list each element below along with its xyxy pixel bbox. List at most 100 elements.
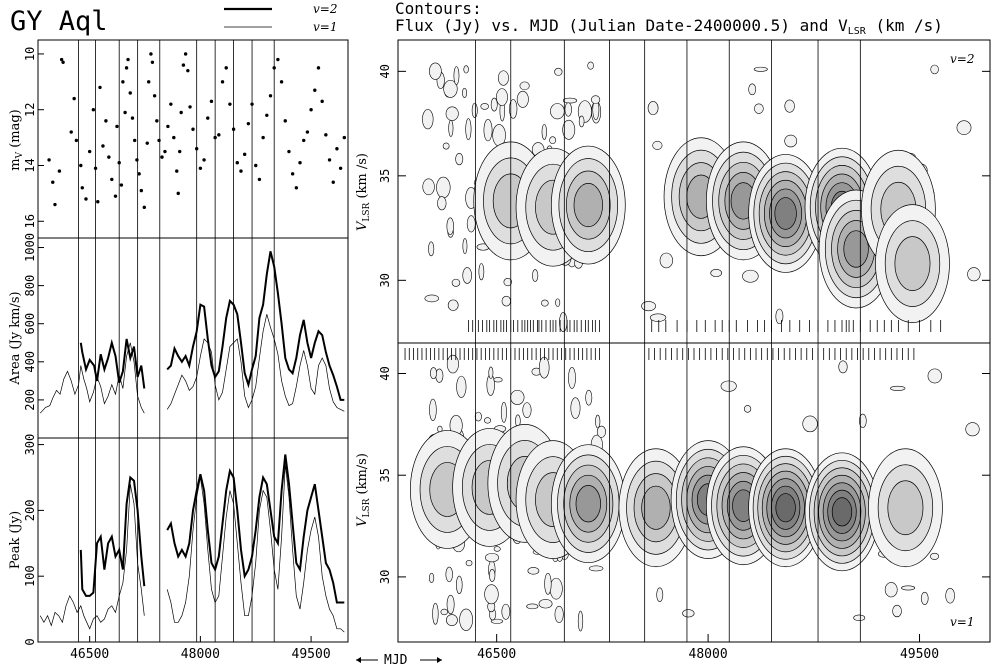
- legend-v2-label: v=2: [313, 2, 337, 16]
- contour-v2-speckle: [446, 217, 454, 235]
- contour-v2-speckle: [424, 294, 440, 303]
- magnitude-point: [178, 149, 182, 154]
- area-series-v2: [79, 338, 146, 389]
- magnitude-point: [128, 91, 132, 95]
- contour-v2-speckle: [462, 267, 473, 284]
- contour-v1-speckle: [965, 422, 980, 437]
- magnitude-point: [93, 166, 98, 170]
- contour-v2-speckle: [591, 95, 601, 104]
- contour-v2-speckle: [422, 109, 434, 130]
- contour-v2-speckle: [784, 134, 798, 148]
- contour-v1-speckle: [446, 594, 455, 615]
- contour-v1-speckle: [920, 591, 929, 605]
- contour-v1-speckle: [595, 414, 601, 429]
- contour-v2-speckle: [562, 97, 578, 104]
- magnitude-point: [149, 52, 153, 56]
- contour-v1-speckle: [428, 572, 435, 583]
- contour-v2-speckle: [532, 269, 539, 282]
- magnitude-point: [110, 177, 114, 182]
- contour-v1-speckle: [446, 614, 458, 627]
- contour-v2-speckle: [455, 153, 464, 166]
- contour-v2-speckle: [436, 176, 451, 199]
- area-panel-frame: [37, 237, 349, 439]
- contour-v2-speckle: [447, 299, 459, 311]
- magnitude-point: [276, 57, 280, 62]
- magnitude-point: [91, 108, 96, 112]
- contour-v1-frame: [397, 342, 991, 643]
- contour-v1-speckle: [435, 368, 444, 383]
- contour-v1-body: [409, 354, 980, 632]
- contour-v2-speckle: [550, 103, 565, 120]
- magnitude-point: [137, 172, 141, 176]
- legend: v=2 v=1: [224, 2, 337, 34]
- contour-v2-speckle: [516, 90, 529, 108]
- contour-v1-speckle: [720, 380, 737, 392]
- magnitude-point: [191, 127, 195, 131]
- left-xtick-label: 48000: [181, 647, 220, 662]
- contour-v2-body: [422, 61, 981, 332]
- magnitude-point: [327, 158, 332, 162]
- contour-v1-contour-ring: [887, 480, 924, 536]
- magnitude-point: [61, 60, 65, 65]
- magnitude-point: [96, 200, 100, 204]
- contour-v1-speckle: [596, 425, 606, 438]
- contours-subtitle-sub: LSR: [848, 26, 867, 37]
- magnitude-point: [235, 161, 239, 165]
- contour-v1-panel: [404, 343, 980, 642]
- contour-v2-speckle: [429, 62, 442, 80]
- area-ytick-label: 1000: [23, 233, 37, 262]
- contour-v2-speckle: [549, 136, 557, 145]
- contour-v1-speckle: [488, 366, 494, 379]
- contour-v1-speckle: [538, 356, 550, 379]
- magnitude-point: [279, 80, 284, 84]
- magnitude-point: [87, 149, 92, 154]
- magnitude-point: [209, 99, 214, 104]
- contour-v1-speckle: [429, 398, 437, 421]
- magnitude-ylabel-sub: V: [15, 151, 25, 159]
- contour-v2-ylabel-unit: (km /s): [355, 153, 370, 203]
- contour-v1-speckle: [510, 389, 525, 405]
- area-series-v2: [166, 251, 345, 401]
- contours-subtitle-main: Flux (Jy) vs. MJD (Julian Date-2400000.5…: [395, 16, 848, 35]
- contour-v1-speckle: [838, 360, 848, 374]
- magnitude-ytick-label: 14: [23, 158, 37, 172]
- contour-v1-speckle: [500, 402, 507, 423]
- magnitude-point: [338, 166, 343, 170]
- contour-v1-speckle: [429, 367, 437, 380]
- peak-series-v1: [39, 484, 145, 630]
- mjd-arrow-label: MJD: [356, 653, 442, 666]
- area-ytick-label: 600: [23, 313, 37, 335]
- contour-v1-speckle: [456, 375, 467, 398]
- left-xtick-label: 46500: [70, 647, 109, 662]
- magnitude-point: [121, 80, 125, 84]
- contour-v1-speckle: [577, 610, 584, 632]
- magnitude-point: [231, 127, 236, 131]
- contour-v2-ylabel-main: V: [355, 220, 370, 231]
- axes-ticks: 10 12 14 16 200 400 600 800 1000 0 100 200 300 46500 4…: [23, 47, 990, 662]
- magnitude-point: [130, 116, 135, 120]
- contour-v1-speckle: [493, 377, 503, 383]
- area-ylabel: Area (Jy km/s): [8, 291, 23, 385]
- peak-ytick-label: 100: [23, 565, 37, 587]
- magnitude-point: [287, 149, 291, 154]
- contour-v2-speckle: [775, 308, 784, 325]
- peak-ytick-label: 300: [23, 434, 37, 456]
- magnitude-point: [250, 102, 254, 106]
- contour-v1-speckle: [432, 602, 439, 625]
- magnitude-point: [47, 158, 51, 162]
- mjd-arrow-left-head: [356, 657, 361, 663]
- magnitude-point: [228, 102, 232, 106]
- magnitude-point: [139, 188, 144, 193]
- magnitude-point: [224, 66, 228, 70]
- contour-v1-speckle: [485, 552, 499, 563]
- contour-v2-speckle: [956, 120, 972, 135]
- magnitude-point: [175, 169, 179, 173]
- contour-v1-speckle: [656, 587, 664, 602]
- magnitude-point: [331, 180, 335, 184]
- contour-v1-speckle: [484, 417, 492, 424]
- contour-v1-contour-ring: [831, 497, 853, 527]
- contour-v2-contour-ring: [774, 197, 797, 230]
- magnitude-point: [172, 135, 176, 140]
- contour-v2-panel: [422, 40, 981, 343]
- magnitude-point: [152, 94, 157, 98]
